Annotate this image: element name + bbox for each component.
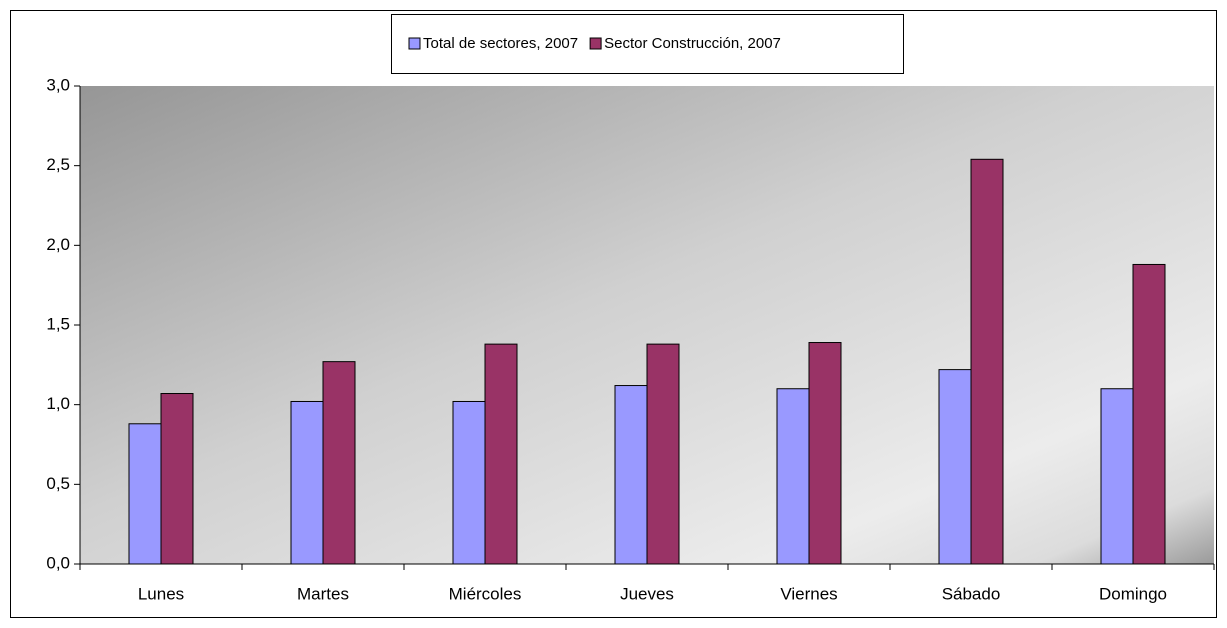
bar (1100, 388, 1134, 565)
bar (160, 393, 194, 565)
legend-swatch (408, 37, 421, 50)
y-tick-label: 1,0 (46, 394, 70, 413)
bar (970, 158, 1004, 565)
bar (484, 343, 518, 565)
legend: Total de sectores, 2007 Sector Construcci… (391, 14, 904, 74)
bar (128, 423, 162, 565)
y-tick-label: 0,0 (46, 553, 70, 572)
x-tick-label: Lunes (138, 584, 184, 603)
legend-box (391, 14, 904, 74)
y-tick-label: 2,0 (46, 235, 70, 254)
x-tick-label: Domingo (1099, 584, 1167, 603)
bar (452, 400, 486, 565)
bar (1132, 263, 1166, 565)
bar (808, 342, 842, 565)
legend-swatch (589, 37, 602, 50)
y-tick-label: 3,0 (46, 75, 70, 94)
x-tick-label: Viernes (780, 584, 837, 603)
x-tick-label: Sábado (942, 584, 1001, 603)
y-tick-label: 0,5 (46, 474, 70, 493)
y-tick-label: 1,5 (46, 314, 70, 333)
bar (290, 400, 324, 565)
bar (646, 343, 680, 565)
bar (776, 388, 810, 565)
legend-label: Sector Construcción, 2007 (604, 35, 781, 52)
bar (938, 369, 972, 565)
bar (322, 361, 356, 565)
y-tick-label: 2,5 (46, 155, 70, 174)
x-tick-label: Miércoles (449, 584, 522, 603)
x-tick-label: Martes (297, 584, 349, 603)
bar (614, 385, 648, 565)
x-tick-label: Jueves (620, 584, 674, 603)
legend-label: Total de sectores, 2007 (423, 35, 578, 52)
